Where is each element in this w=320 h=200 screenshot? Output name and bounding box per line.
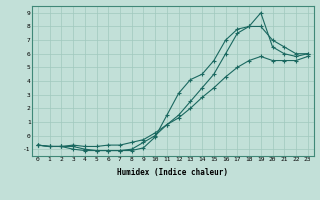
X-axis label: Humidex (Indice chaleur): Humidex (Indice chaleur) (117, 168, 228, 177)
